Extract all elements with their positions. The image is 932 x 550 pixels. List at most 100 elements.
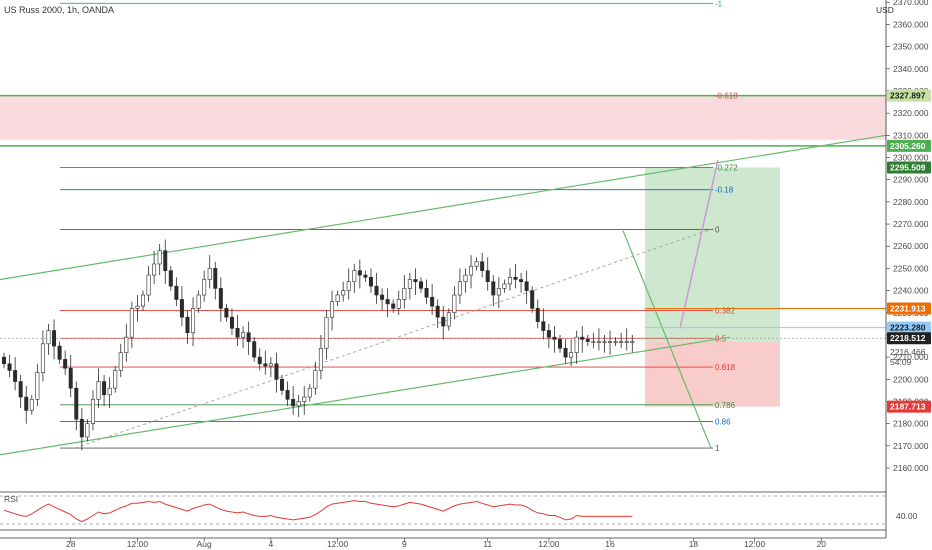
y-tick-label-13: 2290.000 (893, 175, 929, 185)
candle-body-60 (335, 294, 340, 302)
fib-label-8: 0.786 (715, 401, 736, 410)
y-tick-label-1: 2170.000 (893, 441, 929, 451)
candle-body-84 (469, 265, 474, 276)
candle-body-22 (124, 336, 129, 353)
currency-label: USD (876, 5, 894, 15)
rsi-label: RSI (4, 494, 18, 504)
x-tick-label-10: 12:00 (744, 539, 766, 549)
candle-body-37 (207, 268, 212, 280)
candle-body-62 (346, 281, 351, 291)
candle-body-29 (163, 250, 168, 271)
y-tick-label-20: 2360.000 (893, 19, 929, 29)
candle-body-108 (602, 341, 607, 343)
candle-body-63 (352, 270, 357, 283)
candle-body-61 (341, 290, 346, 296)
zones-layer (0, 95, 886, 407)
candle-body-106 (591, 341, 596, 343)
candle-body-89 (496, 288, 501, 296)
projection-line (679, 159, 719, 329)
candle-body-35 (196, 294, 201, 309)
candle-body-103 (574, 336, 579, 353)
x-tick-label-4: 12:00 (327, 539, 349, 549)
candle-body-1 (7, 363, 12, 371)
candle-body-57 (318, 347, 323, 371)
candle-body-91 (507, 276, 512, 285)
candle-body-43 (241, 332, 246, 338)
candle-body-82 (457, 281, 462, 296)
candle-body-39 (218, 288, 223, 309)
candle-body-21 (118, 352, 123, 371)
candle-body-42 (235, 327, 240, 338)
y-tick-label-5: 2210.000 (893, 352, 929, 362)
candle-body-6 (35, 372, 40, 400)
candles-layer (1, 239, 635, 451)
y-tick-label-15: 2310.000 (893, 130, 929, 140)
candle-body-104 (580, 336, 585, 340)
candle-body-94 (524, 281, 529, 291)
y-tick-label-4: 2200.000 (893, 374, 929, 384)
price-tag-4: 2223.280 (890, 323, 926, 333)
y-tick-label-11: 2270.000 (893, 219, 929, 229)
candle-body-54 (302, 396, 307, 402)
candle-body-100 (557, 339, 562, 349)
y-tick-label-9: 2250.000 (893, 263, 929, 273)
y-tick-label-2: 2180.000 (893, 419, 929, 429)
x-tick-label-6: 11 (483, 539, 492, 549)
candle-body-102 (569, 352, 574, 358)
rsi-level-label: 40.00 (896, 511, 918, 521)
candle-body-70 (391, 303, 396, 309)
candle-body-47 (263, 363, 268, 367)
candle-body-99 (552, 336, 557, 340)
x-tick-label-7: 12:00 (538, 539, 560, 549)
candle-body-30 (168, 270, 173, 287)
x-tick-label-11: 20 (817, 539, 827, 549)
candle-body-46 (257, 356, 262, 365)
candle-body-26 (146, 274, 151, 296)
candle-body-7 (40, 343, 45, 373)
candle-body-98 (546, 330, 551, 338)
candle-body-112 (624, 341, 629, 343)
price-tag-2: 2295.509 (890, 162, 926, 172)
candle-body-31 (174, 285, 179, 300)
candle-body-72 (402, 288, 407, 300)
price-tag-bg-6 (887, 400, 931, 413)
resistance-zone (0, 95, 886, 140)
fib-label-3: -0.18 (715, 186, 734, 195)
fib-label-5: 0.382 (715, 307, 736, 316)
candle-body-20 (113, 370, 118, 389)
candle-body-49 (274, 363, 279, 380)
y-tick-label-8: 2240.000 (893, 286, 929, 296)
candle-body-32 (179, 299, 184, 318)
candle-body-53 (296, 401, 301, 407)
candle-body-71 (396, 299, 401, 309)
candle-body-52 (291, 398, 296, 407)
candle-body-5 (29, 398, 34, 411)
y-tick-label-0: 2160.000 (893, 463, 929, 473)
candle-body-19 (107, 387, 112, 396)
fib-label-7: 0.618 (715, 363, 736, 372)
current-price-countdown: 54:09 (890, 357, 912, 367)
drawing-lines-layer (0, 94, 887, 456)
candle-body-95 (530, 290, 535, 309)
price-tag-0: 2327.897 (890, 91, 926, 101)
candle-body-110 (613, 341, 618, 343)
candle-body-8 (46, 330, 51, 345)
midline-dashed (74, 225, 721, 449)
candle-body-38 (213, 268, 218, 289)
candle-body-65 (363, 274, 368, 278)
y-tick-label-18: 2340.000 (893, 64, 929, 74)
price-tag-1: 2305.260 (890, 141, 926, 151)
x-tick-label-0: 28 (66, 539, 76, 549)
candle-body-4 (24, 396, 29, 411)
price-tag-bg-0 (887, 89, 931, 102)
fibonacci-layer: -1-0.618-0.272-0.1800.3820.50.6180.7860.… (60, 0, 738, 453)
price-tag-5: 2218.512 (890, 333, 926, 343)
candle-body-81 (452, 294, 457, 314)
channel-upper-line (0, 134, 887, 281)
candle-body-51 (285, 390, 290, 400)
candle-body-14 (79, 418, 84, 438)
candle-body-68 (380, 294, 385, 300)
long-stop-zone (645, 341, 780, 407)
